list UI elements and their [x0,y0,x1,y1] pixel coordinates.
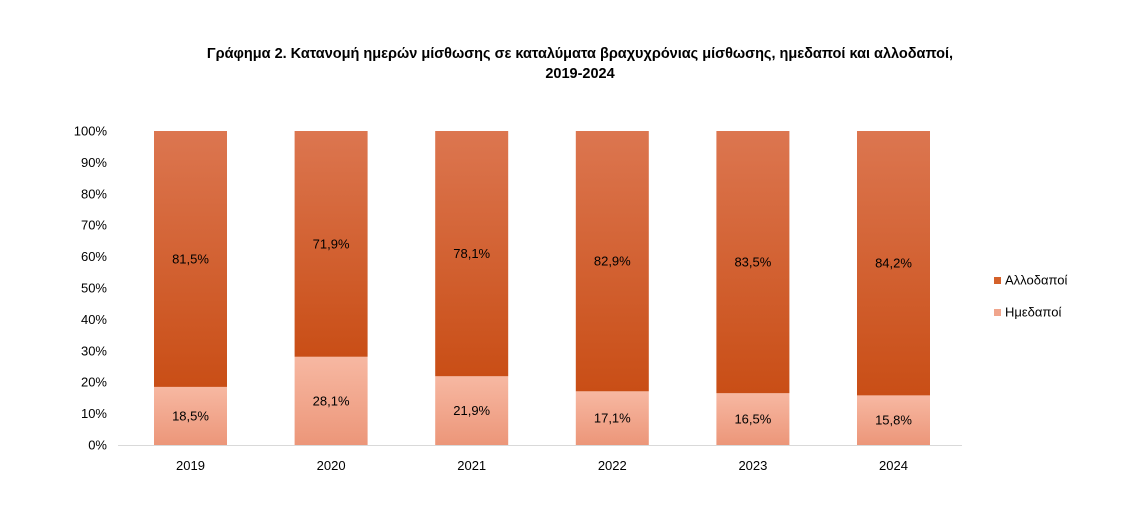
y-axis: 0% 10% 20% 30% 40% 50% 60% 70% 80% 90% 100% [74,124,108,453]
bar-foreign-2019 [154,131,227,387]
data-label-domestic-2019: 18,5% [172,408,209,423]
x-tick-label: 2022 [598,458,627,473]
bar-domestic-2021 [435,376,509,445]
bar-domestic-2022 [575,391,649,445]
y-tick-label: 10% [81,406,107,421]
y-tick-label: 30% [81,343,107,358]
bar-domestic-2019 [154,386,227,445]
legend-label-domestic: Ημεδαποί [1005,305,1061,320]
data-label-domestic-2023: 16,5% [734,412,771,427]
data-label-foreign-2022: 82,9% [594,254,631,269]
data-label-domestic-2022: 17,1% [594,411,631,426]
x-tick-label: 2019 [176,458,205,473]
x-tick-label: 2024 [879,458,908,473]
chart-title: Γράφημα 2. Κατανομή ημερών μίσθωσης σε κ… [0,44,1122,84]
data-label-foreign-2023: 83,5% [734,255,771,270]
bar-domestic-2020 [294,356,368,445]
data-label-foreign-2021: 78,1% [453,246,490,261]
bars [154,131,930,445]
bar-domestic-2024 [857,395,930,445]
legend-swatch-domestic [994,309,1001,316]
y-tick-label: 80% [81,186,107,201]
legend: Αλλοδαποί Ημεδαποί [994,273,1067,320]
y-tick-label: 100% [74,124,108,139]
bar-foreign-2021 [435,131,509,377]
x-tick-label: 2023 [738,458,767,473]
x-tick-label: 2020 [317,458,346,473]
bar-foreign-2023 [716,131,790,394]
y-tick-label: 90% [81,155,107,170]
bar-foreign-2022 [575,131,649,392]
data-labels: 18,5% 81,5% 28,1% 71,9% 21,9% 78,1% 17,1% 82,9%… [172,236,912,427]
data-label-domestic-2021: 21,9% [453,403,490,418]
bar-foreign-2020 [294,131,368,357]
chart-title-line-2: 2019-2024 [545,66,615,82]
data-label-foreign-2024: 84,2% [875,256,912,271]
bar-domestic-2023 [716,393,790,445]
chart-title-line-1: Γράφημα 2. Κατανομή ημερών μίσθωσης σε κ… [206,46,954,62]
bar-foreign-2024 [857,131,930,396]
legend-swatch-foreign [994,277,1001,284]
y-tick-label: 70% [81,218,107,233]
data-label-foreign-2020: 71,9% [313,236,350,251]
data-label-foreign-2019: 81,5% [172,251,209,266]
x-axis: 2019 2020 2021 2022 2023 2024 [118,445,962,473]
data-label-domestic-2024: 15,8% [875,413,912,428]
y-tick-label: 40% [81,312,107,327]
y-tick-label: 20% [81,375,107,390]
data-label-domestic-2020: 28,1% [313,393,350,408]
y-tick-label: 50% [81,281,107,296]
y-tick-label: 60% [81,249,107,264]
x-tick-label: 2021 [457,458,486,473]
legend-label-foreign: Αλλοδαποί [1005,273,1067,288]
y-tick-label: 0% [88,438,107,453]
